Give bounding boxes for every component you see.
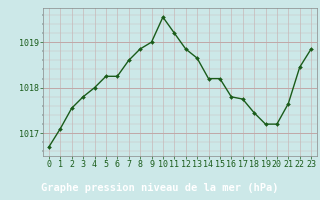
Text: Graphe pression niveau de la mer (hPa): Graphe pression niveau de la mer (hPa) [41, 183, 279, 193]
